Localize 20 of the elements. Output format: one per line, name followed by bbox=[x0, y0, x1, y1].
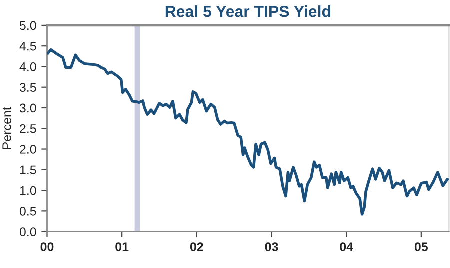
x-tick-label: 03 bbox=[265, 242, 278, 252]
y-axis-title: Percent bbox=[2, 107, 12, 150]
x-tick-label: 00 bbox=[40, 242, 54, 252]
y-tick-label: 1.5 bbox=[20, 166, 36, 175]
line-series bbox=[47, 48, 449, 216]
y-tick-label: 3.5 bbox=[20, 83, 36, 92]
y-tick-label: 5.0 bbox=[20, 21, 36, 30]
x-tick-label: 02 bbox=[190, 242, 204, 252]
y-tick-label: 2.5 bbox=[20, 124, 36, 134]
y-tick-label: 2.0 bbox=[20, 145, 36, 154]
y-tick-label: 0.5 bbox=[20, 206, 36, 216]
x-tick-label: 04 bbox=[340, 242, 354, 252]
y-tick-label: 3.0 bbox=[20, 104, 36, 113]
y-tick-label: 1.0 bbox=[20, 186, 36, 196]
x-tick-label: 05 bbox=[414, 242, 428, 252]
x-tick-label: 01 bbox=[116, 242, 129, 252]
y-tick-label: 0.0 bbox=[20, 228, 36, 236]
y-tick-label: 4.5 bbox=[20, 42, 36, 51]
chart-title: Real 5 Year TIPS Yield bbox=[166, 6, 330, 18]
y-tick-label: 4.0 bbox=[20, 62, 36, 72]
